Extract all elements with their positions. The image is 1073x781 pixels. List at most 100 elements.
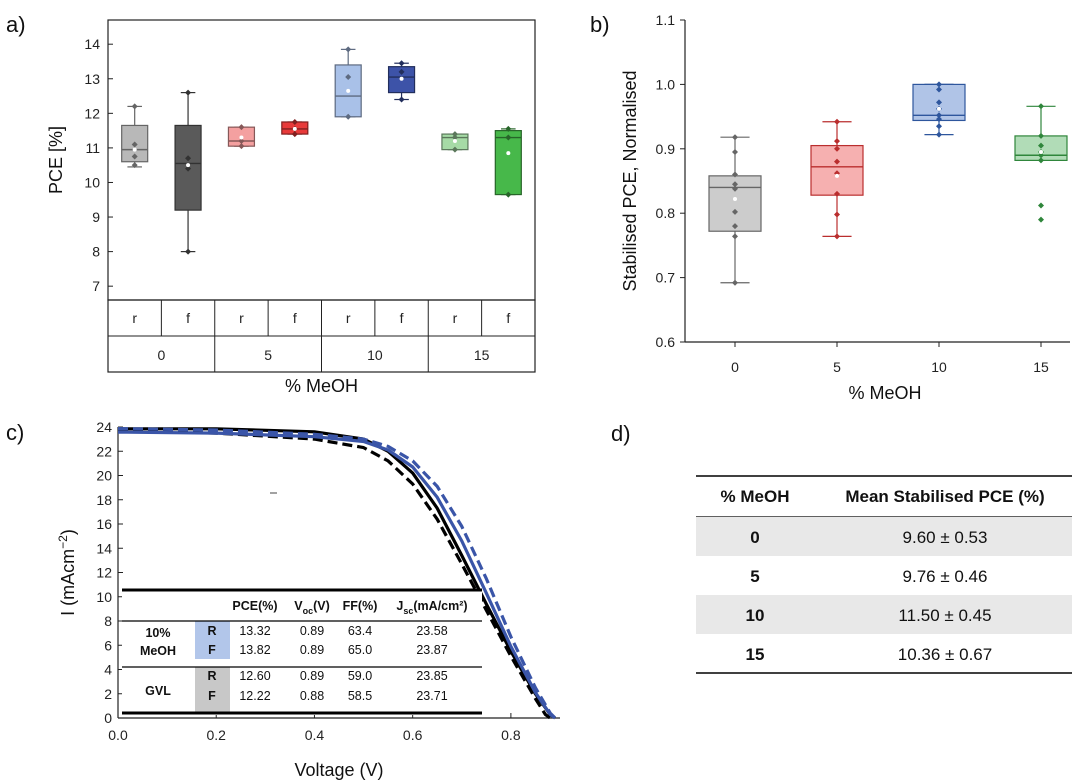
data-point (1038, 142, 1044, 149)
y-tick-label: 20 (96, 468, 112, 484)
data-point (505, 191, 512, 198)
inset-table-header: Voc(V) (294, 599, 330, 616)
table-cell-pce: 11.50 ± 0.45 (898, 606, 991, 625)
data-point (238, 143, 245, 150)
y-tick-label: 8 (92, 244, 100, 260)
data-point (238, 124, 245, 131)
y-tick-label: 9 (92, 209, 100, 225)
inset-scan-label: F (208, 689, 216, 703)
subgroup-label: f (186, 310, 190, 326)
y-tick-label: 12 (96, 565, 112, 581)
inset-cell-voc: 0.89 (300, 669, 324, 683)
y-axis-label-sup: −2 (56, 535, 70, 549)
y-tick-label: 0.7 (656, 270, 676, 286)
panel-a: a) 7 8 9 10 11 12 13 14 PCE [%] r f 0 r f 5 r f 10 r f 15 % Me… (6, 12, 536, 396)
inset-header-sub: oc (303, 606, 314, 616)
data-point (345, 113, 352, 120)
table-cell-meoh: 0 (750, 528, 759, 547)
y-tick-label: 2 (104, 686, 112, 702)
panel-d: d) % MeOH Mean Stabilised PCE (%) 0 9.60 ± 0… (611, 421, 1072, 674)
inset-cell-pce: 12.60 (239, 669, 270, 683)
inset-header-main: PCE(%) (232, 599, 277, 613)
data-point (131, 162, 138, 169)
data-point (732, 149, 738, 156)
table-cell-meoh: 15 (746, 645, 765, 664)
mean-marker (1039, 150, 1043, 155)
data-point (1038, 132, 1044, 139)
table-cell-pce: 9.60 ± 0.53 (903, 528, 988, 547)
data-point (131, 141, 138, 148)
y-axis-label: I (mAcm−2) (56, 529, 78, 616)
x-axis-label: % MeOH (848, 383, 921, 403)
y-tick-label: 11 (85, 140, 100, 156)
data-point (1038, 152, 1044, 159)
y-tick-label: 14 (84, 36, 100, 52)
inset-cell-voc: 0.89 (300, 624, 324, 638)
data-point (732, 185, 738, 192)
data-point (398, 60, 405, 67)
y-axis-label: Stabilised PCE, Normalised (620, 70, 640, 291)
x-tick-label: 0.8 (501, 727, 521, 743)
group-label: 0 (157, 347, 165, 363)
data-point (936, 81, 942, 88)
group-label: 5 (264, 347, 272, 363)
data-point (732, 171, 738, 178)
panel-label: b) (590, 12, 610, 37)
inset-cell-ff: 63.4 (348, 624, 372, 638)
data-point (936, 116, 942, 123)
y-tick-label: 7 (92, 278, 100, 294)
scan-cell-bg-grey (195, 667, 230, 712)
data-point (936, 99, 942, 106)
box-iqr (494, 130, 522, 196)
table-cell-meoh: 5 (750, 567, 759, 586)
mean-marker (186, 163, 191, 168)
data-point (732, 279, 738, 286)
y-tick-label: 24 (96, 419, 112, 435)
data-point (505, 134, 512, 141)
data-point (834, 138, 840, 145)
inset-cell-voc: 0.88 (300, 689, 324, 703)
iv-curve (117, 430, 557, 720)
x-tick-label: 0.2 (206, 727, 226, 743)
inset-cell-pce: 13.82 (239, 643, 270, 657)
subgroup-label: r (346, 310, 351, 326)
y-tick-label: 0.6 (656, 334, 676, 350)
data-point (398, 96, 405, 103)
data-point (936, 131, 942, 138)
mean-marker (937, 106, 941, 111)
x-tick-label: 0 (731, 359, 739, 375)
data-point (1038, 103, 1044, 110)
inset-table-header: PCE(%) (232, 599, 277, 613)
data-point (834, 145, 840, 152)
inset-scan-label: R (207, 669, 216, 683)
mean-marker (239, 135, 244, 140)
y-tick-label: 10 (96, 589, 112, 605)
inset-table-header: Jsc(mA/cm²) (396, 599, 467, 616)
inset-scan-label: R (207, 624, 216, 638)
y-tick-label: 22 (96, 443, 112, 459)
x-tick-label: 5 (833, 359, 841, 375)
data-point (834, 211, 840, 218)
data-point (834, 190, 840, 197)
x-tick-label: 10 (931, 359, 947, 375)
y-axis-label-main: I (mAcm (58, 549, 78, 616)
data-point (185, 155, 192, 162)
y-tick-label: 6 (104, 637, 112, 653)
data-point (1038, 216, 1044, 223)
x-axis-label: % MeOH (285, 376, 358, 396)
group-label: 15 (474, 347, 490, 363)
y-tick-label: 16 (96, 516, 112, 532)
subgroup-label: r (453, 310, 458, 326)
mean-marker (506, 151, 511, 156)
inset-cell-ff: 58.5 (348, 689, 372, 703)
data-point (291, 131, 298, 138)
inset-group-label: 10% (145, 626, 170, 640)
inset-cell-jsc: 23.85 (416, 669, 447, 683)
data-point (451, 134, 458, 141)
data-point (185, 89, 192, 96)
inset-group-label: GVL (145, 684, 171, 698)
inset-table-bg (122, 590, 482, 715)
inset-cell-voc: 0.89 (300, 643, 324, 657)
inset-cell-ff: 59.0 (348, 669, 372, 683)
